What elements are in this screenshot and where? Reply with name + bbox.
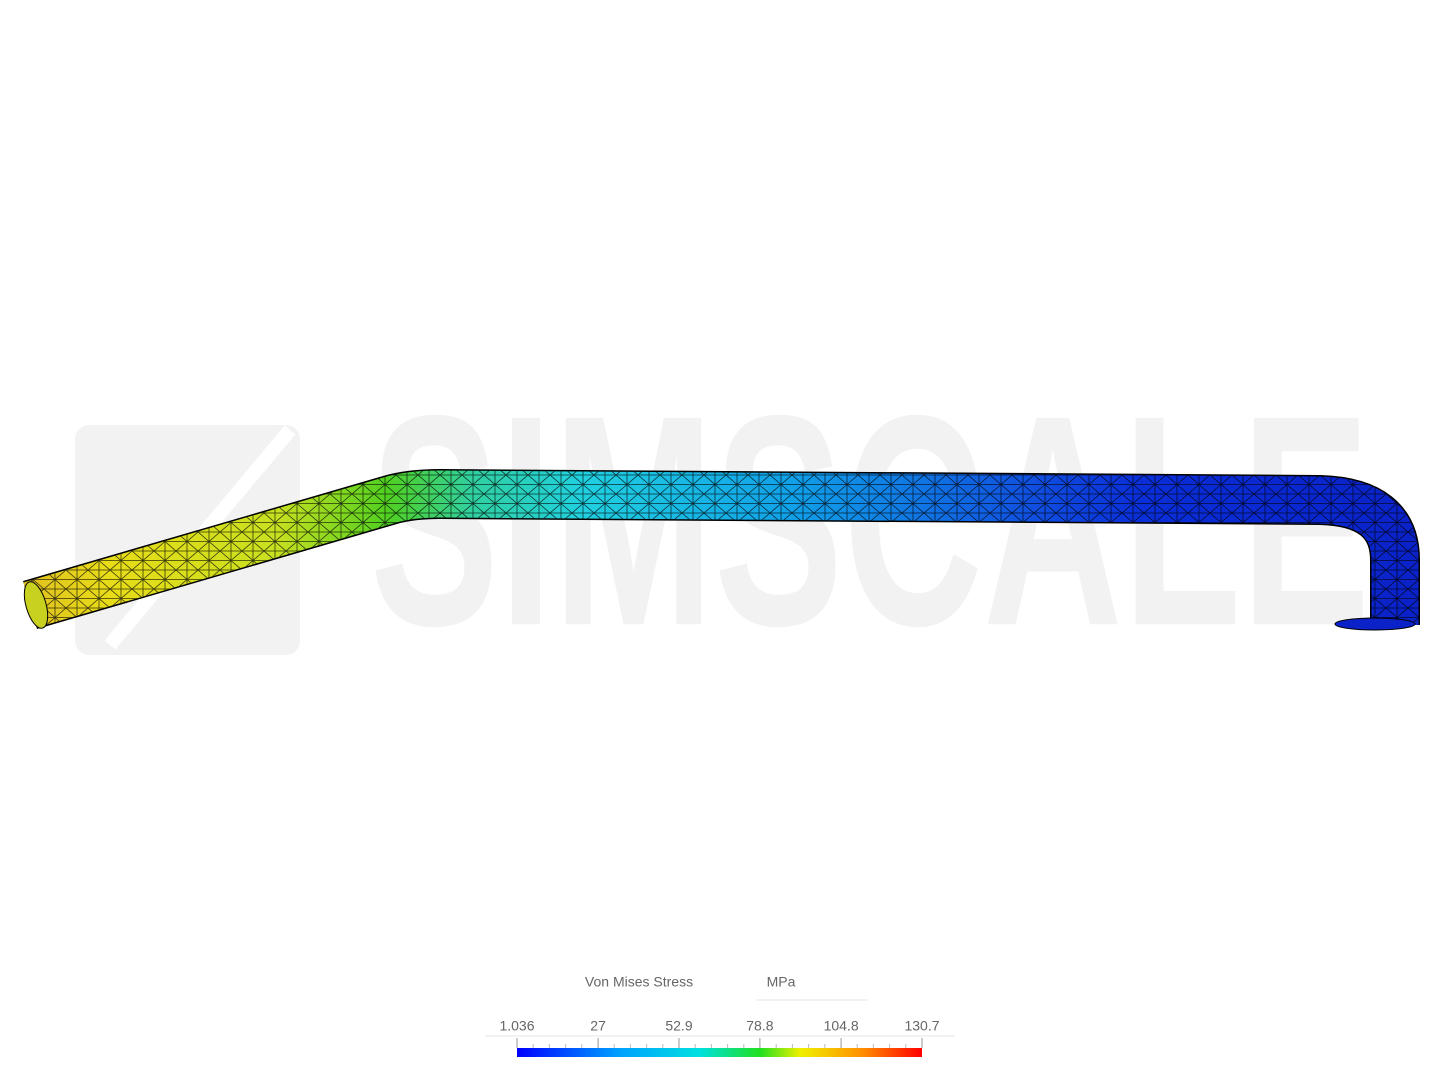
ticks: 1.036 27 52.9 78.8 104.8 130.7 xyxy=(499,1018,940,1048)
legend-title: Von Mises Stress xyxy=(585,974,693,990)
legend: Von Mises Stress MPa 1.036 27 52.9 78.8 104.… xyxy=(485,974,955,1057)
tick-label: 52.9 xyxy=(665,1018,692,1034)
tick-label: 78.8 xyxy=(746,1018,773,1034)
tick-label: 1.036 xyxy=(499,1018,534,1034)
pipe-model xyxy=(23,469,1420,631)
tick-label: 27 xyxy=(590,1018,606,1034)
color-bar xyxy=(517,1048,922,1057)
tick-label: 104.8 xyxy=(824,1018,859,1034)
legend-unit: MPa xyxy=(767,974,796,990)
tick-label: 130.7 xyxy=(904,1018,939,1034)
